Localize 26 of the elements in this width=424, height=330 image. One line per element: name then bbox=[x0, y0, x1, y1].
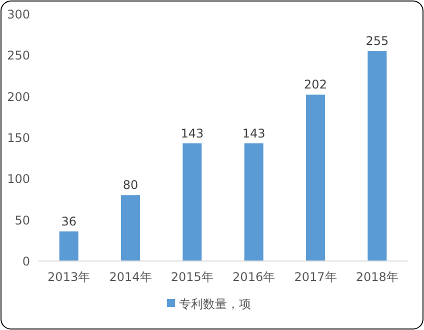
y-tick-label: 200 bbox=[7, 90, 30, 104]
legend-label: 专利数量，项 bbox=[179, 297, 251, 311]
bar bbox=[182, 143, 202, 261]
bar bbox=[121, 195, 140, 261]
x-tick-label: 2015年 bbox=[170, 270, 214, 284]
bar bbox=[368, 51, 387, 261]
y-tick-label: 50 bbox=[14, 213, 30, 228]
x-tick-label: 2018年 bbox=[356, 270, 398, 284]
bar bbox=[59, 231, 78, 261]
data-label: 143 bbox=[180, 126, 204, 140]
x-tick-label: 2017年 bbox=[294, 270, 337, 284]
y-tick-label: 0 bbox=[22, 254, 30, 268]
bar bbox=[244, 143, 264, 261]
y-tick-label: 250 bbox=[7, 48, 30, 63]
data-label: 255 bbox=[366, 34, 389, 48]
bar bbox=[306, 94, 325, 261]
y-tick-label: 100 bbox=[7, 172, 30, 186]
y-tick-label: 150 bbox=[7, 131, 30, 145]
data-label: 202 bbox=[304, 78, 327, 92]
x-tick-label: 2014年 bbox=[109, 270, 152, 284]
data-label: 80 bbox=[122, 178, 138, 192]
data-label: 36 bbox=[61, 214, 76, 228]
y-tick-label: 300 bbox=[7, 8, 30, 22]
x-tick-label: 2013年 bbox=[48, 270, 90, 284]
x-tick-label: 2016年 bbox=[232, 270, 276, 284]
data-label: 143 bbox=[242, 126, 266, 140]
